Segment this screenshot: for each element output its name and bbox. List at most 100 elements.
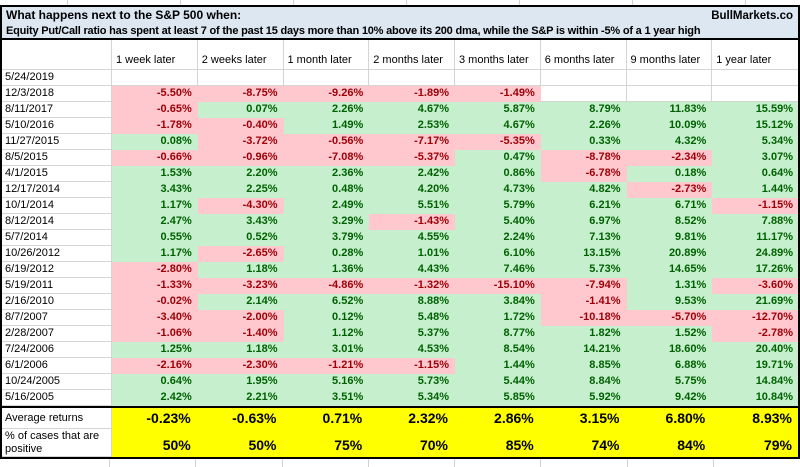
date-cell[interactable]: 4/1/2015 — [2, 166, 112, 182]
return-cell[interactable]: 0.18% — [626, 166, 713, 182]
return-cell[interactable]: 20.40% — [712, 342, 798, 358]
return-cell[interactable]: 14.21% — [540, 342, 627, 358]
return-cell[interactable]: -1.15% — [712, 198, 798, 214]
return-cell[interactable]: 1.44% — [455, 358, 541, 374]
return-cell[interactable]: 5.51% — [369, 198, 455, 214]
date-cell[interactable]: 7/24/2006 — [2, 342, 112, 358]
date-cell[interactable]: 5/7/2014 — [2, 230, 112, 246]
return-cell[interactable]: 0.28% — [283, 246, 370, 262]
return-cell[interactable]: -7.94% — [540, 278, 627, 294]
average-return-cell[interactable]: 6.80% — [626, 408, 713, 429]
return-cell[interactable] — [712, 86, 798, 102]
return-cell[interactable]: 5.79% — [455, 198, 541, 214]
return-cell[interactable]: 1.12% — [283, 326, 370, 342]
return-cell[interactable]: 3.29% — [283, 214, 370, 230]
date-cell[interactable]: 10/24/2005 — [2, 374, 112, 390]
return-cell[interactable]: -2.30% — [197, 358, 284, 374]
return-cell[interactable]: -1.21% — [283, 358, 370, 374]
date-cell[interactable]: 8/11/2017 — [2, 102, 112, 118]
return-cell[interactable]: 4.20% — [369, 182, 455, 198]
return-cell[interactable]: -1.06% — [112, 326, 198, 342]
return-cell[interactable]: 5.87% — [455, 102, 541, 118]
return-cell[interactable]: 5.75% — [626, 374, 713, 390]
return-cell[interactable] — [197, 70, 284, 86]
date-cell[interactable]: 8/7/2007 — [2, 310, 112, 326]
return-cell[interactable]: 4.82% — [540, 182, 627, 198]
return-cell[interactable]: 0.33% — [540, 134, 627, 150]
return-cell[interactable]: 2.25% — [197, 182, 284, 198]
return-cell[interactable]: -1.43% — [369, 214, 455, 230]
return-cell[interactable]: 1.18% — [197, 262, 284, 278]
return-cell[interactable]: 8.79% — [540, 102, 627, 118]
return-cell[interactable]: -1.89% — [369, 86, 455, 102]
return-cell[interactable]: 2.42% — [112, 390, 198, 406]
return-cell[interactable]: -4.30% — [197, 198, 284, 214]
return-cell[interactable]: 5.34% — [712, 134, 798, 150]
return-cell[interactable]: -2.78% — [712, 326, 798, 342]
average-return-cell[interactable]: 2.32% — [369, 408, 455, 429]
return-cell[interactable]: 0.86% — [455, 166, 541, 182]
percent-positive-cell[interactable]: 70% — [369, 429, 455, 457]
date-cell[interactable]: 11/27/2015 — [2, 134, 112, 150]
return-cell[interactable]: -5.50% — [112, 86, 198, 102]
return-cell[interactable]: -1.78% — [112, 118, 198, 134]
return-cell[interactable]: 1.01% — [369, 246, 455, 262]
return-cell[interactable]: 4.55% — [369, 230, 455, 246]
date-cell[interactable]: 6/1/2006 — [2, 358, 112, 374]
return-cell[interactable]: -8.75% — [197, 86, 284, 102]
return-cell[interactable]: 7.88% — [712, 214, 798, 230]
date-cell[interactable]: 12/17/2014 — [2, 182, 112, 198]
return-cell[interactable] — [626, 86, 713, 102]
return-cell[interactable]: 10.84% — [712, 390, 798, 406]
return-cell[interactable]: 3.01% — [283, 342, 370, 358]
return-cell[interactable]: 1.17% — [112, 246, 198, 262]
return-cell[interactable]: 14.65% — [626, 262, 713, 278]
return-cell[interactable]: -2.73% — [626, 182, 713, 198]
return-cell[interactable]: 0.55% — [112, 230, 198, 246]
return-cell[interactable]: 5.48% — [369, 310, 455, 326]
return-cell[interactable]: 8.84% — [540, 374, 627, 390]
return-cell[interactable]: 5.16% — [283, 374, 370, 390]
return-cell[interactable]: -0.56% — [283, 134, 370, 150]
return-cell[interactable]: 8.88% — [369, 294, 455, 310]
return-cell[interactable]: 20.89% — [626, 246, 713, 262]
return-cell[interactable]: 6.21% — [540, 198, 627, 214]
return-cell[interactable]: -5.70% — [626, 310, 713, 326]
return-cell[interactable]: -3.23% — [197, 278, 284, 294]
average-return-cell[interactable]: -0.63% — [197, 408, 284, 429]
return-cell[interactable]: 4.32% — [626, 134, 713, 150]
return-cell[interactable]: 8.85% — [540, 358, 627, 374]
date-cell[interactable]: 5/16/2005 — [2, 390, 112, 406]
return-cell[interactable]: 5.73% — [540, 262, 627, 278]
return-cell[interactable]: 0.47% — [455, 150, 541, 166]
date-cell[interactable]: 6/19/2012 — [2, 262, 112, 278]
return-cell[interactable]: 1.44% — [712, 182, 798, 198]
return-cell[interactable]: 9.53% — [626, 294, 713, 310]
return-cell[interactable]: 7.46% — [455, 262, 541, 278]
column-header[interactable]: 9 months later — [626, 40, 713, 70]
return-cell[interactable]: 15.59% — [712, 102, 798, 118]
return-cell[interactable]: 18.60% — [626, 342, 713, 358]
return-cell[interactable]: -2.34% — [626, 150, 713, 166]
return-cell[interactable]: 2.42% — [369, 166, 455, 182]
return-cell[interactable]: 24.89% — [712, 246, 798, 262]
return-cell[interactable]: 11.17% — [712, 230, 798, 246]
date-cell[interactable]: 2/28/2007 — [2, 326, 112, 342]
return-cell[interactable]: 0.64% — [712, 166, 798, 182]
return-cell[interactable] — [455, 70, 541, 86]
return-cell[interactable]: -3.60% — [712, 278, 798, 294]
column-header[interactable]: 1 year later — [712, 40, 798, 70]
return-cell[interactable]: 0.07% — [197, 102, 284, 118]
return-cell[interactable]: 6.88% — [626, 358, 713, 374]
return-cell[interactable]: 2.47% — [112, 214, 198, 230]
return-cell[interactable]: -1.41% — [540, 294, 627, 310]
return-cell[interactable] — [712, 70, 798, 86]
date-cell[interactable]: 5/19/2011 — [2, 278, 112, 294]
return-cell[interactable]: 5.44% — [455, 374, 541, 390]
return-cell[interactable]: 8.77% — [455, 326, 541, 342]
return-cell[interactable]: -10.18% — [540, 310, 627, 326]
return-cell[interactable]: 3.51% — [283, 390, 370, 406]
return-cell[interactable]: -1.32% — [369, 278, 455, 294]
average-return-cell[interactable]: 0.71% — [283, 408, 370, 429]
percent-positive-label[interactable]: % of cases that are positive — [2, 429, 112, 457]
